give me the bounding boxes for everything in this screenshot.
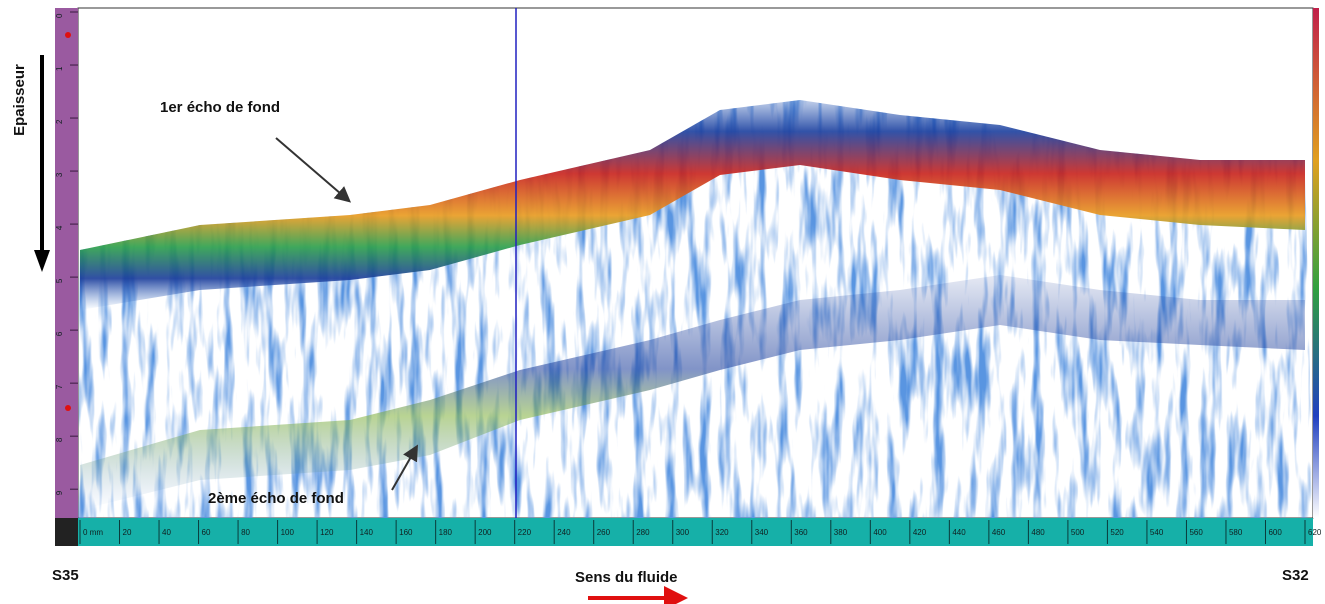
arrow-head (34, 250, 50, 272)
x-tick-label: 400 (873, 528, 887, 537)
x-tick-label: 260 (597, 528, 611, 537)
annotation: 2ème écho de fond (208, 490, 344, 507)
x-tick-label: 600 (1268, 528, 1282, 537)
x-tick-label: 200 (478, 528, 492, 537)
x-tick-label: 380 (834, 528, 848, 537)
x-tick-label: 480 (1031, 528, 1045, 537)
y-tick-label: 7 (55, 384, 64, 389)
y-tick-label: 4 (55, 225, 64, 230)
arrow (391, 444, 418, 491)
x-tick-label: 300 (676, 528, 690, 537)
x-tick-label: 180 (439, 528, 453, 537)
marker (65, 32, 71, 38)
x-tick-label: 320 (715, 528, 729, 537)
x-tick-label: 160 (399, 528, 413, 537)
arrow (275, 137, 352, 203)
x-tick-label: 240 (557, 528, 571, 537)
x-tick-label: 520 (1110, 528, 1124, 537)
x-tick-label: 20 (123, 528, 132, 537)
y-tick-label: 3 (55, 172, 64, 177)
ruler-corner (55, 518, 78, 546)
x-tick-label: 140 (360, 528, 374, 537)
x-tick-label: 40 (162, 528, 171, 537)
y-tick-label: 1 (55, 66, 64, 71)
x-tick-label: 280 (636, 528, 650, 537)
first-echo-band (80, 100, 1305, 310)
sensor-label: S32 (1282, 567, 1309, 584)
second-echo-band (80, 275, 1305, 510)
x-tick-label: 440 (952, 528, 966, 537)
x-tick-label: 340 (755, 528, 769, 537)
y-tick-label: 2 (55, 119, 64, 124)
x-tick-label: 80 (241, 528, 250, 537)
axis-label: Epaisseur (11, 64, 28, 136)
x-tick-label: 100 (281, 528, 295, 537)
x-tick-label: 460 (992, 528, 1006, 537)
x-tick-label: 220 (518, 528, 532, 537)
y-tick-label: 9 (55, 490, 64, 495)
y-ruler (55, 8, 78, 518)
x-tick-label: 560 (1189, 528, 1203, 537)
marker (65, 405, 71, 411)
flow-label: Sens du fluide (575, 569, 678, 586)
x-tick-label: 500 (1071, 528, 1085, 537)
y-tick-label: 6 (55, 331, 64, 336)
x-tick-label: 0 mm (83, 528, 103, 537)
x-tick-label: 540 (1150, 528, 1164, 537)
y-tick-label: 5 (55, 278, 64, 283)
sensor-label: S35 (52, 567, 79, 584)
x-tick-label: 620 (1308, 528, 1322, 537)
y-tick-label: 0 (55, 13, 64, 18)
x-tick-label: 580 (1229, 528, 1243, 537)
color-bar (1313, 8, 1319, 518)
x-tick-label: 120 (320, 528, 334, 537)
x-tick-label: 60 (202, 528, 211, 537)
annotation: 1er écho de fond (160, 99, 280, 116)
x-tick-label: 420 (913, 528, 927, 537)
y-tick-label: 8 (55, 437, 64, 442)
x-ruler (55, 518, 1313, 546)
x-tick-label: 360 (794, 528, 808, 537)
